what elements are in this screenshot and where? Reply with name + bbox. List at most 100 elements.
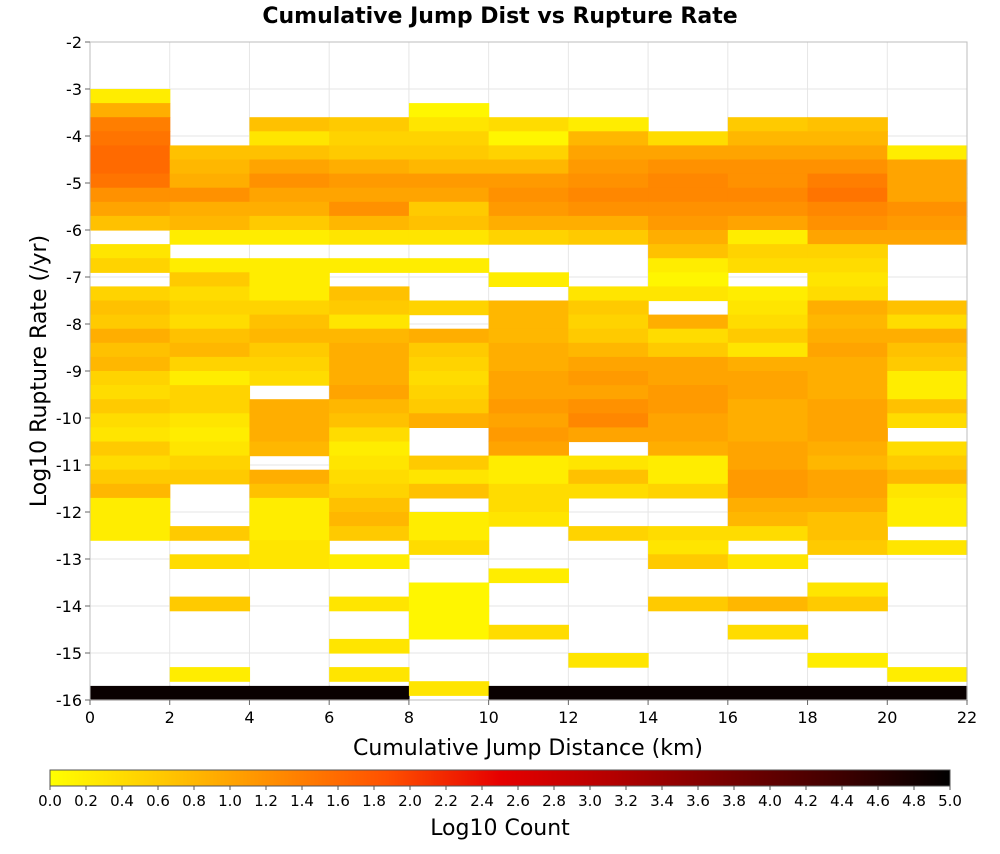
colorbar-tick-label-3: 0.6 xyxy=(146,792,170,810)
heatmap-cell-5-8 xyxy=(488,230,569,245)
heatmap-cell-4-2 xyxy=(408,131,490,146)
heatmap-cell-3-7 xyxy=(329,215,410,231)
heatmap-cell-8-0 xyxy=(727,117,809,132)
heatmap-cell-1-2 xyxy=(169,173,251,189)
heatmap-cell-2-20 xyxy=(249,427,330,443)
heatmap-cell-9-12 xyxy=(807,286,888,302)
heatmap-cell-5-23 xyxy=(488,483,569,499)
heatmap-cell-6-20 xyxy=(568,455,649,471)
heatmap-cell-0-8 xyxy=(90,201,171,217)
colorbar-tick-label-4: 0.8 xyxy=(182,792,206,810)
y-tick-label-12: -14 xyxy=(56,597,82,616)
colorbar-ticks: 0.0 0.2 0.4 0.6 0.8 1.0 1.2 1.4 1.6 1.8 2.0 2.2 2.4 2… xyxy=(38,786,962,810)
heatmap-cell-7-1 xyxy=(648,145,729,161)
heatmap-cell-6-11 xyxy=(568,314,649,330)
colorbar-tick-label-8: 1.6 xyxy=(326,792,350,810)
heatmap-cell-8-8 xyxy=(727,230,809,245)
heatmap-cell-10-16 xyxy=(887,441,968,457)
heatmap-cell-6-21 xyxy=(568,469,649,485)
heatmap-cell-2-14 xyxy=(249,328,330,344)
heatmap-cell-4-8 xyxy=(408,215,490,231)
heatmap-cell-6-3 xyxy=(568,159,649,175)
heatmap-cell-7-0 xyxy=(648,131,729,146)
heatmap-cell-4-3 xyxy=(408,145,490,161)
heatmap-cell-3-24 xyxy=(329,483,410,499)
heatmap-cell-10-3 xyxy=(887,187,968,203)
heatmap-cell-4-10 xyxy=(408,258,490,273)
heatmap-cell-5-14 xyxy=(488,356,569,372)
heatmap-cell-5-19 xyxy=(488,427,569,443)
colorbar-tick-label-1: 0.2 xyxy=(74,792,98,810)
heatmap-cell-6-1 xyxy=(568,131,649,146)
heatmap-cell-5-7 xyxy=(488,215,569,231)
heatmap-cell-2-27 xyxy=(249,540,330,555)
heatmap-cell-0-6 xyxy=(90,173,171,189)
heatmap-cell-9-31 xyxy=(807,582,888,598)
heatmap-cell-5-26 xyxy=(488,568,569,584)
heatmap-cell-3-3 xyxy=(329,159,410,175)
heatmap-cell-6-6 xyxy=(568,201,649,217)
heatmap-cell-0-22 xyxy=(90,427,171,443)
heatmap-cell-3-27 xyxy=(329,526,410,541)
heatmap-cell-7-27 xyxy=(648,554,729,569)
heatmap-cell-9-33 xyxy=(807,653,888,668)
heatmap-cell-0-26 xyxy=(90,483,171,499)
heatmap-cell-2-29 xyxy=(249,685,330,701)
heatmap-cell-1-16 xyxy=(169,385,251,400)
heatmap-cell-0-4 xyxy=(90,145,171,161)
heatmap-cell-6-9 xyxy=(568,286,649,302)
y-tick-label-14: -16 xyxy=(56,691,82,710)
heatmap-cell-5-13 xyxy=(488,342,569,358)
heatmap-cell-4-1 xyxy=(408,117,490,132)
heatmap-cell-7-13 xyxy=(648,328,729,344)
heatmap-cell-7-14 xyxy=(648,342,729,358)
heatmap-cell-6-2 xyxy=(568,145,649,161)
x-axis-ticks: 0 2 4 6 8 10 12 14 16 18 20 22 xyxy=(85,700,977,727)
heatmap-cell-1-0 xyxy=(169,145,251,161)
heatmap-cell-3-17 xyxy=(329,385,410,400)
heatmap-cell-7-11 xyxy=(648,286,729,302)
heatmap-cell-4-0 xyxy=(408,103,490,118)
heatmap-cell-2-19 xyxy=(249,413,330,428)
heatmap-cell-8-14 xyxy=(727,328,809,344)
heatmap-cell-10-7 xyxy=(887,300,968,316)
heatmap-cell-9-4 xyxy=(807,173,888,189)
heatmap-cell-10-17 xyxy=(887,455,968,471)
heatmap-cell-1-6 xyxy=(169,230,251,245)
heatmap-cell-3-4 xyxy=(329,173,410,189)
heatmap-cell-10-2 xyxy=(887,173,968,189)
heatmap-cell-8-23 xyxy=(727,455,809,471)
x-tick-label-4: 8 xyxy=(404,708,414,727)
colorbar-tick-label-7: 1.4 xyxy=(290,792,314,810)
heatmap-cell-2-28 xyxy=(249,554,330,569)
colorbar-tick-label-19: 3.8 xyxy=(722,792,746,810)
y-axis-ticks: -2 -3 -4 -5 -6 -7 -8 -9 -10 -11 -12 -13 -14 -15 -16 xyxy=(56,33,90,710)
heatmap-cell-0-19 xyxy=(90,385,171,400)
heatmap-cell-4-25 xyxy=(408,582,490,598)
colorbar-tick-label-13: 2.6 xyxy=(506,792,530,810)
heatmap-cell-1-15 xyxy=(169,371,251,386)
y-tick-label-5: -7 xyxy=(66,268,82,287)
heatmap-cell-7-24 xyxy=(648,483,729,499)
y-tick-label-0: -2 xyxy=(66,33,82,52)
heatmap-cell-7-16 xyxy=(648,371,729,386)
heatmap-cell-7-12 xyxy=(648,314,729,330)
heatmap-cell-8-25 xyxy=(727,483,809,499)
colorbar-tick-label-14: 2.8 xyxy=(542,792,566,810)
heatmap-cell-4-21 xyxy=(408,483,490,499)
heatmap-cell-7-23 xyxy=(648,469,729,485)
heatmap-cell-6-5 xyxy=(568,187,649,203)
heatmap-cell-4-11 xyxy=(408,300,490,316)
y-tick-label-2: -4 xyxy=(66,127,82,146)
x-tick-label-5: 10 xyxy=(478,708,498,727)
heatmap-cell-0-12 xyxy=(90,286,171,302)
heatmap-cell-8-22 xyxy=(727,441,809,457)
heatmap-cell-6-25 xyxy=(568,685,649,701)
heatmap-cell-10-13 xyxy=(887,385,968,400)
heatmap-cell-5-4 xyxy=(488,173,569,189)
heatmap-cell-1-1 xyxy=(169,159,251,175)
heatmap-cell-5-20 xyxy=(488,441,569,457)
heatmap-cell-9-32 xyxy=(807,596,888,612)
x-tick-label-1: 2 xyxy=(165,708,175,727)
heatmap-cell-4-17 xyxy=(408,399,490,414)
